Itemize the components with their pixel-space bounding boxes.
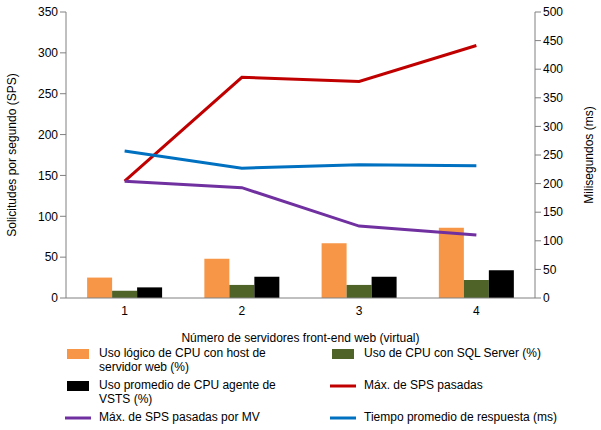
svg-text:50: 50 xyxy=(543,263,557,277)
html-text:Uso promedio de CPU agente de: Uso promedio de CPU agente de VSTS (%) xyxy=(99,378,276,406)
svg-text:100: 100 xyxy=(543,234,563,248)
svg-text:2: 2 xyxy=(239,304,246,318)
svg-text:150: 150 xyxy=(543,205,563,219)
svg-text:250: 250 xyxy=(543,148,563,162)
svg-text:3: 3 xyxy=(356,304,363,318)
svg-text:150: 150 xyxy=(38,169,58,183)
svg-text:0: 0 xyxy=(543,291,550,305)
svg-text:300: 300 xyxy=(38,46,58,60)
svg-text:350: 350 xyxy=(38,5,58,19)
svg-text:500: 500 xyxy=(543,5,563,19)
svg-text:0: 0 xyxy=(51,291,58,305)
svg-text:Número de servidores front-end: Número de servidores front-end web (virt… xyxy=(181,331,419,345)
svg-text:1: 1 xyxy=(121,304,128,318)
html-text:Tiempo promedio de respuesta (: Tiempo promedio de respuesta (ms) xyxy=(364,410,557,424)
svg-text:200: 200 xyxy=(38,128,58,142)
svg-text:350: 350 xyxy=(543,91,563,105)
svg-text:400: 400 xyxy=(543,62,563,76)
svg-text:4: 4 xyxy=(473,304,480,318)
svg-text:100: 100 xyxy=(38,210,58,224)
html-text:Uso de CPU con SQL Server (%): Uso de CPU con SQL Server (%) xyxy=(364,346,541,360)
html-text:Uso lógico de CPU con host de: Uso lógico de CPU con host de servidor w… xyxy=(99,346,266,374)
svg-text:50: 50 xyxy=(45,250,59,264)
html-text:Máx. de SPS pasadas: Máx. de SPS pasadas xyxy=(364,378,483,392)
svg-text:300: 300 xyxy=(543,120,563,134)
svg-text:Solicitudes por segundo (SPS): Solicitudes por segundo (SPS) xyxy=(8,73,19,236)
svg-text:Milisegundos (ms): Milisegundos (ms) xyxy=(582,106,593,203)
svg-text:450: 450 xyxy=(543,34,563,48)
html-text:Máx. de SPS pasadas por MV: Máx. de SPS pasadas por MV xyxy=(99,410,260,424)
svg-text:250: 250 xyxy=(38,87,58,101)
svg-text:200: 200 xyxy=(543,177,563,191)
